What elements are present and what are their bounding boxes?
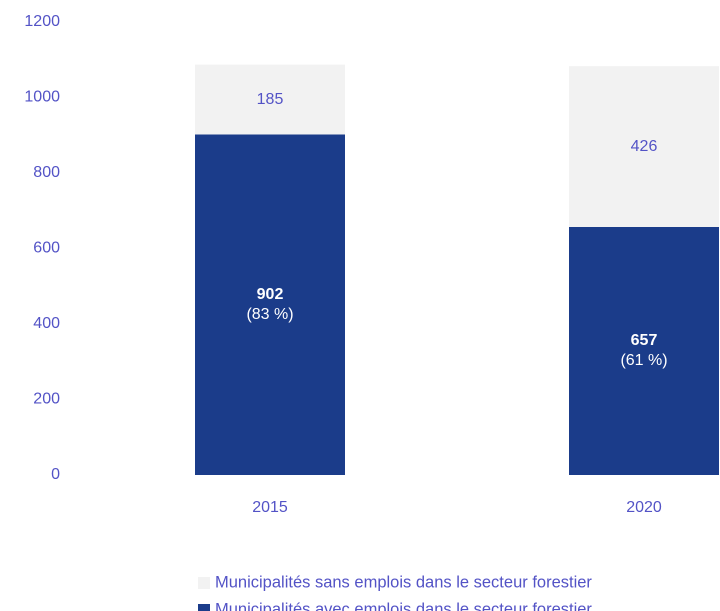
bar-segment: [569, 226, 719, 475]
share-label: (83 %): [246, 306, 293, 323]
legend-swatch: [198, 577, 210, 589]
value-label: 902: [257, 286, 284, 303]
legend-swatch: [198, 604, 210, 611]
x-tick-label: 2020: [626, 499, 662, 516]
x-tick-label: 2015: [252, 499, 288, 516]
legend-label: Municipalités avec emplois dans le secte…: [215, 600, 592, 611]
y-tick-label: 1200: [24, 13, 60, 30]
bar-segment: [569, 66, 719, 227]
y-tick-label: 400: [33, 315, 60, 332]
value-label: 426: [631, 138, 658, 155]
share-label: (61 %): [620, 352, 667, 369]
value-label: 185: [257, 91, 284, 108]
bar-segment: [195, 134, 345, 475]
y-tick-label: 1000: [24, 89, 60, 106]
y-tick-label: 0: [51, 466, 60, 483]
y-tick-label: 800: [33, 164, 60, 181]
bar-segment: [195, 64, 345, 135]
legend-label: Municipalités sans emplois dans le secte…: [215, 573, 592, 591]
value-label: 657: [631, 332, 658, 349]
y-tick-label: 200: [33, 391, 60, 408]
y-tick-label: 600: [33, 240, 60, 257]
